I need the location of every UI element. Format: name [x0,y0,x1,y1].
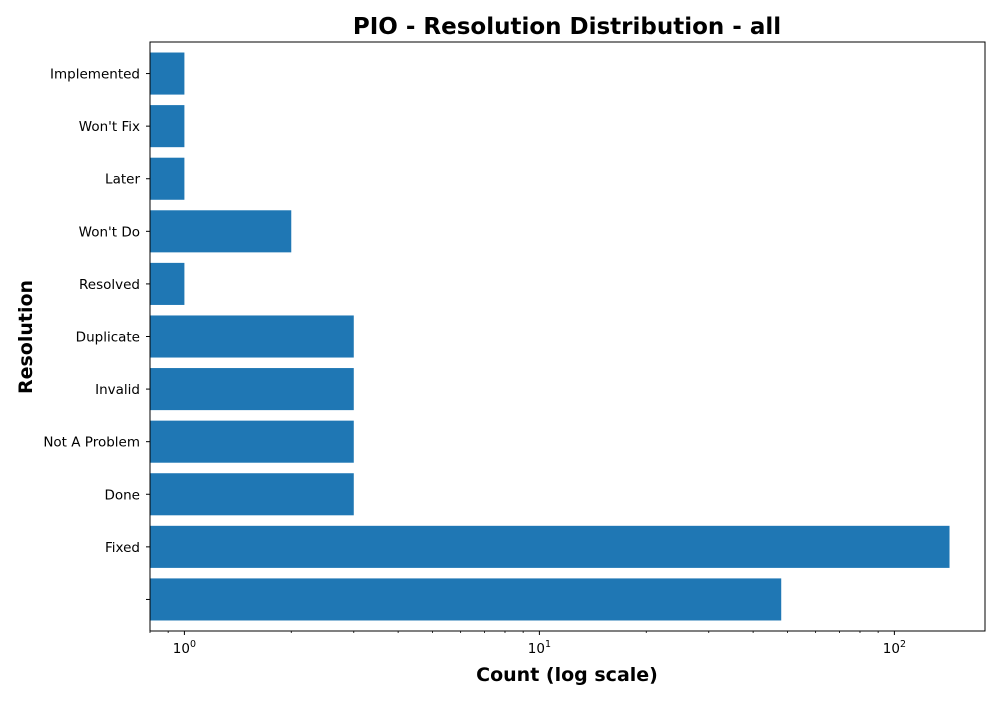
bar [150,473,354,516]
y-tick-label: Duplicate [76,330,140,346]
bar [150,368,354,411]
y-axis-title: Resolution [15,280,37,394]
y-tick-label: Done [104,487,140,503]
y-tick-label: Won't Fix [79,119,140,135]
bar [150,578,782,621]
y-tick-label: Later [105,172,140,188]
bars-group [150,52,950,621]
x-tick-label: 101 [528,639,551,657]
chart-title: PIO - Resolution Distribution - all [353,14,781,40]
bar [150,262,185,305]
bar [150,105,185,148]
bar [150,525,950,568]
x-tick-label: 102 [883,639,906,657]
y-tick-label: Invalid [95,382,140,398]
plot-frame [149,41,986,632]
x-axis-title: Count (log scale) [476,664,658,686]
bar [150,210,292,253]
y-tick-label: Won't Do [79,224,140,240]
bar [150,420,354,463]
x-axis-ticks: 100 101 102 [149,631,906,657]
x-tick-label: 100 [173,639,196,657]
bar [150,157,185,200]
y-tick-label: Not A Problem [43,435,140,451]
y-tick-label: Fixed [105,540,140,556]
bar [150,315,354,358]
y-tick-label: Resolved [79,277,140,293]
bar [150,52,185,95]
y-axis-ticks: Fixed Done Not A Problem Invalid Duplicate Re… [43,67,150,600]
y-tick-label: Implemented [50,67,140,83]
